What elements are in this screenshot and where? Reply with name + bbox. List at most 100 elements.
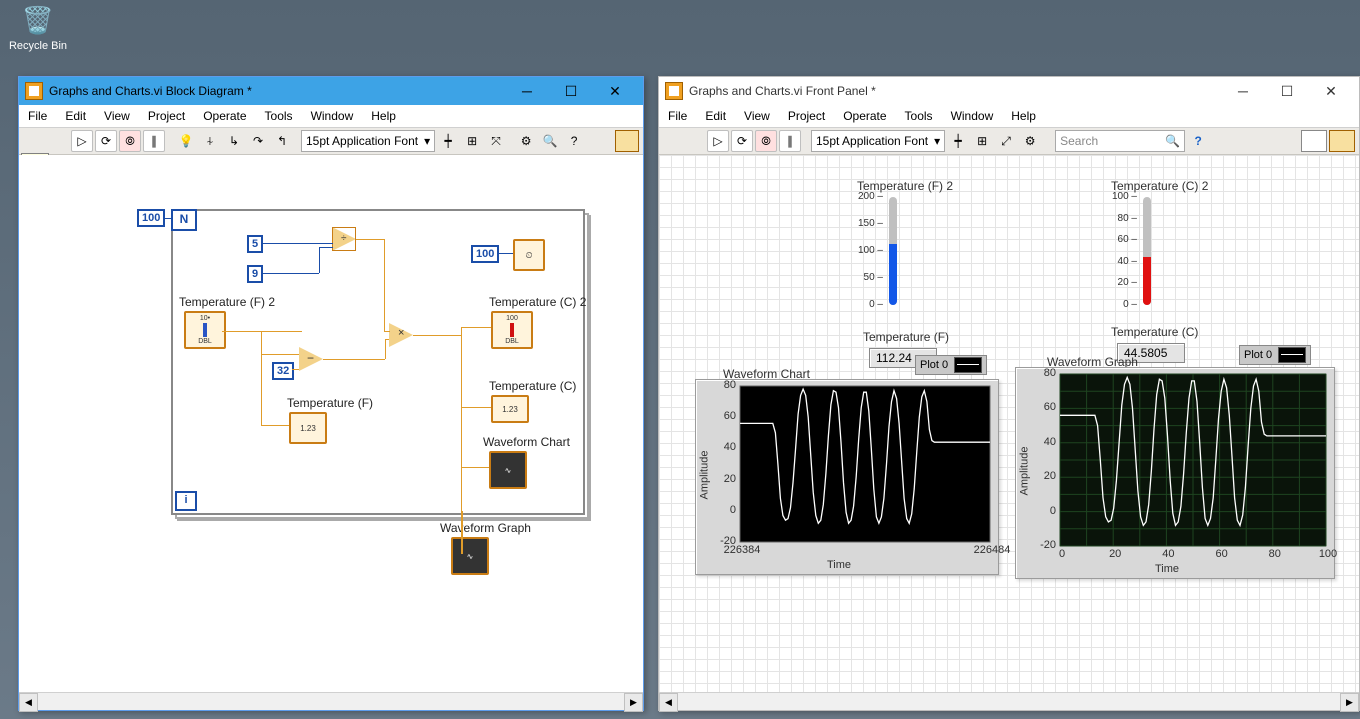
close-button[interactable]: ✕ — [1309, 77, 1353, 105]
for-loop-i[interactable]: i — [175, 491, 197, 511]
thermometer-f[interactable]: 200 –150 –100 –50 –0 – — [857, 197, 917, 317]
pause-button[interactable]: ∥ — [143, 130, 165, 152]
graph-legend[interactable]: Plot 0 — [1239, 345, 1311, 365]
font-select[interactable]: 15pt Application Font ▾ — [811, 130, 945, 152]
run-button[interactable]: ▷ — [707, 130, 729, 152]
menu-operate[interactable]: Operate — [834, 105, 895, 127]
distribute-icon[interactable]: ⊞ — [461, 130, 483, 152]
recycle-bin[interactable]: 🗑️ Recycle Bin — [3, 2, 73, 52]
const-5[interactable]: 5 — [247, 235, 263, 253]
maximize-button[interactable]: ☐ — [549, 77, 593, 105]
waveform-chart[interactable]: -20020406080226384226484AmplitudeTime — [695, 379, 999, 575]
abort-button[interactable]: ⦾ — [119, 130, 141, 152]
label-tempC2: Temperature (C) 2 — [489, 295, 586, 309]
search-input[interactable]: Search 🔍 — [1055, 130, 1185, 152]
menu-file[interactable]: File — [19, 105, 56, 127]
help-icon[interactable]: ? — [563, 130, 585, 152]
menu-help[interactable]: Help — [1002, 105, 1045, 127]
menu-window[interactable]: Window — [942, 105, 1003, 127]
distribute-icon[interactable]: ⊞ — [971, 130, 993, 152]
plot-line-swatch — [1278, 347, 1306, 363]
trash-icon: 🗑️ — [20, 2, 56, 38]
menu-window[interactable]: Window — [302, 105, 363, 127]
menu-view[interactable]: View — [95, 105, 139, 127]
tempF-terminal[interactable]: 1.23 — [289, 412, 327, 444]
step-over-icon[interactable]: ↷ — [247, 130, 269, 152]
run-button[interactable]: ▷ — [71, 130, 93, 152]
const-9[interactable]: 9 — [247, 265, 263, 283]
front-panel-canvas[interactable]: Temperature (F) 2 200 –150 –100 –50 –0 –… — [659, 155, 1359, 692]
scroll-left-icon[interactable]: ◀ — [19, 693, 38, 712]
recycle-bin-label: Recycle Bin — [3, 40, 73, 52]
menu-tools[interactable]: Tools — [896, 105, 942, 127]
menu-file[interactable]: File — [659, 105, 696, 127]
front-hscroll[interactable]: ◀ ▶ — [659, 692, 1359, 710]
menu-operate[interactable]: Operate — [194, 105, 255, 127]
align-icon[interactable]: ┿ — [437, 130, 459, 152]
plot-line-swatch — [954, 357, 982, 373]
for-loop-n[interactable]: N — [171, 209, 197, 231]
block-titlebar[interactable]: Graphs and Charts.vi Block Diagram * ─ ☐… — [19, 77, 643, 105]
menu-edit[interactable]: Edit — [696, 105, 735, 127]
menu-project[interactable]: Project — [779, 105, 834, 127]
menu-project[interactable]: Project — [139, 105, 194, 127]
label-wchart: Waveform Chart — [483, 435, 570, 449]
step-out-icon[interactable]: ↰ — [271, 130, 293, 152]
label-tempC-ind: Temperature (C) — [1111, 325, 1198, 339]
block-menubar: FileEditViewProjectOperateToolsWindowHel… — [19, 105, 643, 128]
step-into-icon[interactable]: ↳ — [223, 130, 245, 152]
menu-tools[interactable]: Tools — [256, 105, 302, 127]
context-help-icon[interactable]: ? — [1187, 130, 1209, 152]
tempC2-terminal[interactable]: 100DBL — [491, 311, 533, 349]
label-tempF-ind: Temperature (F) — [863, 330, 949, 344]
run-cont-button[interactable]: ⟳ — [731, 130, 753, 152]
cleanup-icon[interactable]: ⚙ — [515, 130, 537, 152]
block-diagram-window: Graphs and Charts.vi Block Diagram * ─ ☐… — [18, 76, 644, 711]
search-icon[interactable]: 🔍 — [539, 130, 561, 152]
wchart-terminal[interactable]: ∿ — [489, 451, 527, 489]
connector-pane-icon[interactable] — [1301, 130, 1327, 152]
block-diagram-canvas[interactable]: N i 100 5 9 ÷ 100 ⏲ × − 32 — [19, 155, 643, 692]
labview-icon — [25, 82, 43, 100]
tempF2-terminal[interactable]: 10•DBL — [184, 311, 226, 349]
close-button[interactable]: ✕ — [593, 77, 637, 105]
highlight-exec-icon[interactable]: 💡 — [175, 130, 197, 152]
const-100-ms[interactable]: 100 — [471, 245, 499, 263]
maximize-button[interactable]: ☐ — [1265, 77, 1309, 105]
abort-button[interactable]: ⦾ — [755, 130, 777, 152]
scroll-right-icon[interactable]: ▶ — [1340, 693, 1359, 712]
graph-legend-label: Plot 0 — [1244, 349, 1272, 361]
chart-legend[interactable]: Plot 0 — [915, 355, 987, 375]
reorder-icon[interactable]: ⤧ — [485, 130, 507, 152]
label-tempF: Temperature (F) — [287, 396, 373, 410]
resize-icon[interactable]: ⤢ — [995, 130, 1017, 152]
align-icon[interactable]: ┿ — [947, 130, 969, 152]
block-toolbar: ▷ ⟳ ⦾ ∥ 💡 ⍭ ↳ ↷ ↰ 15pt Application Font … — [19, 128, 643, 155]
thermometer-c[interactable]: 100 –80 –60 –40 –20 –0 – — [1111, 197, 1171, 317]
menu-edit[interactable]: Edit — [56, 105, 95, 127]
scroll-left-icon[interactable]: ◀ — [659, 693, 678, 712]
minimize-button[interactable]: ─ — [1221, 77, 1265, 105]
scroll-right-icon[interactable]: ▶ — [624, 693, 643, 712]
font-select[interactable]: 15pt Application Font ▾ — [301, 130, 435, 152]
menu-help[interactable]: Help — [362, 105, 405, 127]
search-icon: 🔍 — [1165, 134, 1180, 148]
vi-icon[interactable] — [1329, 130, 1355, 152]
reorder-icon[interactable]: ⚙ — [1019, 130, 1041, 152]
label-wgraph: Waveform Graph — [440, 521, 531, 535]
waveform-graph[interactable]: -20020406080020406080100AmplitudeTime — [1015, 367, 1335, 579]
retain-wire-icon[interactable]: ⍭ — [199, 130, 221, 152]
front-title: Graphs and Charts.vi Front Panel * — [689, 84, 876, 98]
wgraph-terminal[interactable]: ∿ — [451, 537, 489, 575]
block-hscroll[interactable]: ◀ ▶ — [19, 692, 643, 710]
const-32[interactable]: 32 — [272, 362, 294, 380]
tempC-terminal[interactable]: 1.23 — [491, 395, 529, 423]
run-cont-button[interactable]: ⟳ — [95, 130, 117, 152]
const-100-n[interactable]: 100 — [137, 209, 165, 227]
front-titlebar[interactable]: Graphs and Charts.vi Front Panel * ─ ☐ ✕ — [659, 77, 1359, 105]
menu-view[interactable]: View — [735, 105, 779, 127]
minimize-button[interactable]: ─ — [505, 77, 549, 105]
vi-icon[interactable] — [615, 130, 639, 152]
pause-button[interactable]: ∥ — [779, 130, 801, 152]
wait-ms-node[interactable]: ⏲ — [513, 239, 545, 271]
